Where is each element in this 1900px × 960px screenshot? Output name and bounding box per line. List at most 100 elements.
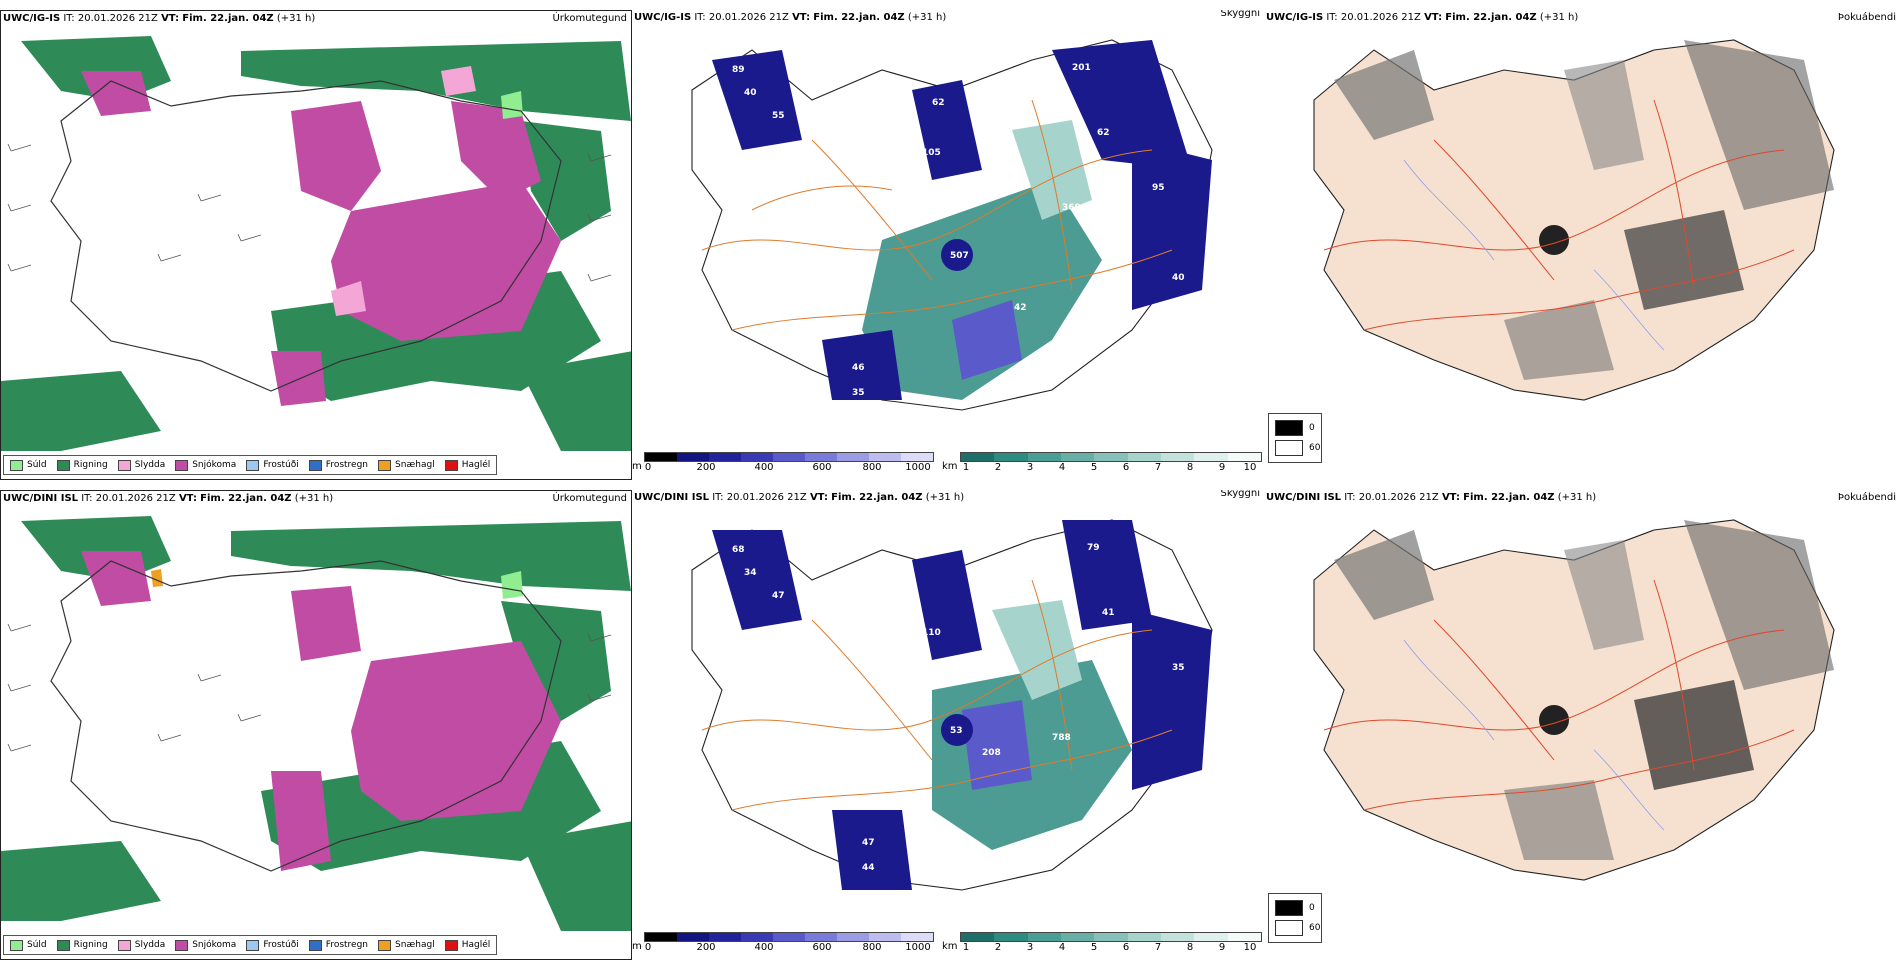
vt-value: Fim. 22.jan. 04Z [1463,492,1555,503]
precip-type-panel: UWC/DINI ISL IT: 20.01.2026 21Z VT: Fim.… [0,490,632,960]
height-label: 89 [732,65,745,75]
legend-label: Snjókoma [192,460,237,470]
legend-label: Haglél [461,460,491,470]
swatch [246,939,260,951]
tick-label: 1 [962,942,970,953]
colorbar-unit: km [942,941,958,952]
legend-label: Súld [27,460,47,470]
height-label: 34 [744,568,757,578]
height-label: 53 [950,726,963,736]
fog-index-panel: UWC/IG-IS IT: 20.01.2026 21Z VT: Fim. 22… [1264,10,1900,480]
swatch [308,459,322,471]
tick-label: 5 [1090,462,1098,473]
ceiling-visibility-panel: 89 40 55 62 105 201 62 95 369 507 42 46 … [632,10,1264,480]
model-name: UWC/IG-IS [1266,12,1324,23]
swatch [444,939,458,951]
lead-time: (+31 h) [294,493,334,504]
height-label: 40 [744,88,757,98]
vt-label: VT: [809,492,828,503]
legend-label: 60 [1309,923,1321,933]
tick-label: 2 [994,462,1002,473]
it-value: 20.01.2026 21Z [1340,12,1421,23]
tick-label: 800 [862,942,882,953]
legend-item: Frostúði [246,939,299,951]
it-value: 20.01.2026 21Z [77,13,158,24]
ceiling-colorbar: m 0 200 400 600 800 1000 [632,928,934,958]
model-name: UWC/IG-IS [634,12,692,23]
fog-legend-row: 60 [1275,440,1320,456]
legend-item: Snjókoma [175,939,236,951]
legend-label: Frostúði [263,460,299,470]
height-label: 62 [1097,128,1110,138]
panel-header: UWC/DINI ISL IT: 20.01.2026 21Z VT: Fim.… [1266,492,1596,503]
tick-label: 10 [1243,942,1257,953]
panel-title: Skyggni [1220,490,1260,499]
panel-title: Þokuábendi [1837,12,1896,23]
vt-label: VT: [1441,492,1460,503]
tick-label: 1000 [905,462,931,473]
height-label: 507 [950,251,969,261]
lead-time: (+31 h) [276,13,316,24]
legend-item: Súld [10,459,47,471]
vt-label: VT: [792,12,811,23]
legend-item: Súld [10,939,47,951]
tick-label: 8 [1186,462,1194,473]
legend-item: Snæhagl [378,459,435,471]
tick-label: 600 [812,462,832,473]
lead-time: (+31 h) [1557,492,1597,503]
panel-title: Skyggni [1220,10,1260,19]
legend-item: Snæhagl [378,939,435,951]
swatch [308,939,322,951]
it-value: 20.01.2026 21Z [726,492,807,503]
tick-label: 0 [644,942,652,953]
height-label: 40 [1172,273,1185,283]
fog-index-panel: UWC/DINI ISL IT: 20.01.2026 21Z VT: Fim.… [1264,490,1900,960]
colorbar-ticks: 0 200 400 600 800 1000 [632,942,932,954]
ceiling-visibility-panel: 68 34 47 110 79 41 35 53 208 788 47 44 S… [632,490,1264,960]
it-label: IT: [712,492,724,503]
forecast-row-2: UWC/DINI ISL IT: 20.01.2026 21Z VT: Fim.… [0,490,1900,960]
colorbar-ticks: 1 2 3 4 5 6 7 8 9 10 [942,942,1262,954]
tick-label: 200 [696,462,716,473]
swatch [56,459,70,471]
panel-header: UWC/IG-IS IT: 20.01.2026 21Z VT: Fim. 22… [1266,12,1578,23]
legend-label: 0 [1309,903,1315,913]
legend-label: Snæhagl [395,940,435,950]
colorbar-ticks: 1 2 3 4 5 6 7 8 9 10 [942,462,1262,474]
swatch [1275,420,1303,436]
swatch [246,459,260,471]
tick-label: 400 [754,462,774,473]
vt-value: Fim. 22.jan. 04Z [831,492,923,503]
height-label: 79 [1087,543,1100,553]
tick-label: 7 [1154,462,1162,473]
it-label: IT: [1344,492,1356,503]
colorbar-unit: m [632,461,642,472]
height-label: 47 [772,591,785,601]
vt-value: Fim. 22.jan. 04Z [200,493,292,504]
fog-legend-row: 60 [1275,920,1320,936]
tick-label: 9 [1218,462,1226,473]
precip-type-panel: UWC/IG-IS IT: 20.01.2026 21Z VT: Fim. 22… [0,10,632,480]
height-label: 68 [732,545,745,555]
lead-time: (+31 h) [907,12,947,23]
swatch [378,459,392,471]
legend-item: Slydda [117,459,165,471]
legend-label: 0 [1309,423,1315,433]
legend-label: 60 [1309,443,1321,453]
height-label: 62 [932,98,945,108]
swatch [117,459,131,471]
ceiling-colorbar: m 0 200 400 600 800 1000 [632,448,934,478]
lead-time: (+31 h) [1539,12,1579,23]
it-label: IT: [694,12,706,23]
fog-legend: 0 60 [1268,893,1322,943]
height-label: 44 [862,863,875,873]
tick-label: 200 [696,942,716,953]
panel-header: UWC/IG-IS IT: 20.01.2026 21Z VT: Fim. 22… [3,13,315,24]
tick-label: 0 [644,462,652,473]
precip-map [1,516,631,931]
height-label: 35 [1172,663,1185,673]
height-label: 369 [1062,203,1081,213]
precip-map [1,36,631,451]
vt-value: Fim. 22.jan. 04Z [1445,12,1537,23]
colorbar-gradient [960,452,1262,462]
